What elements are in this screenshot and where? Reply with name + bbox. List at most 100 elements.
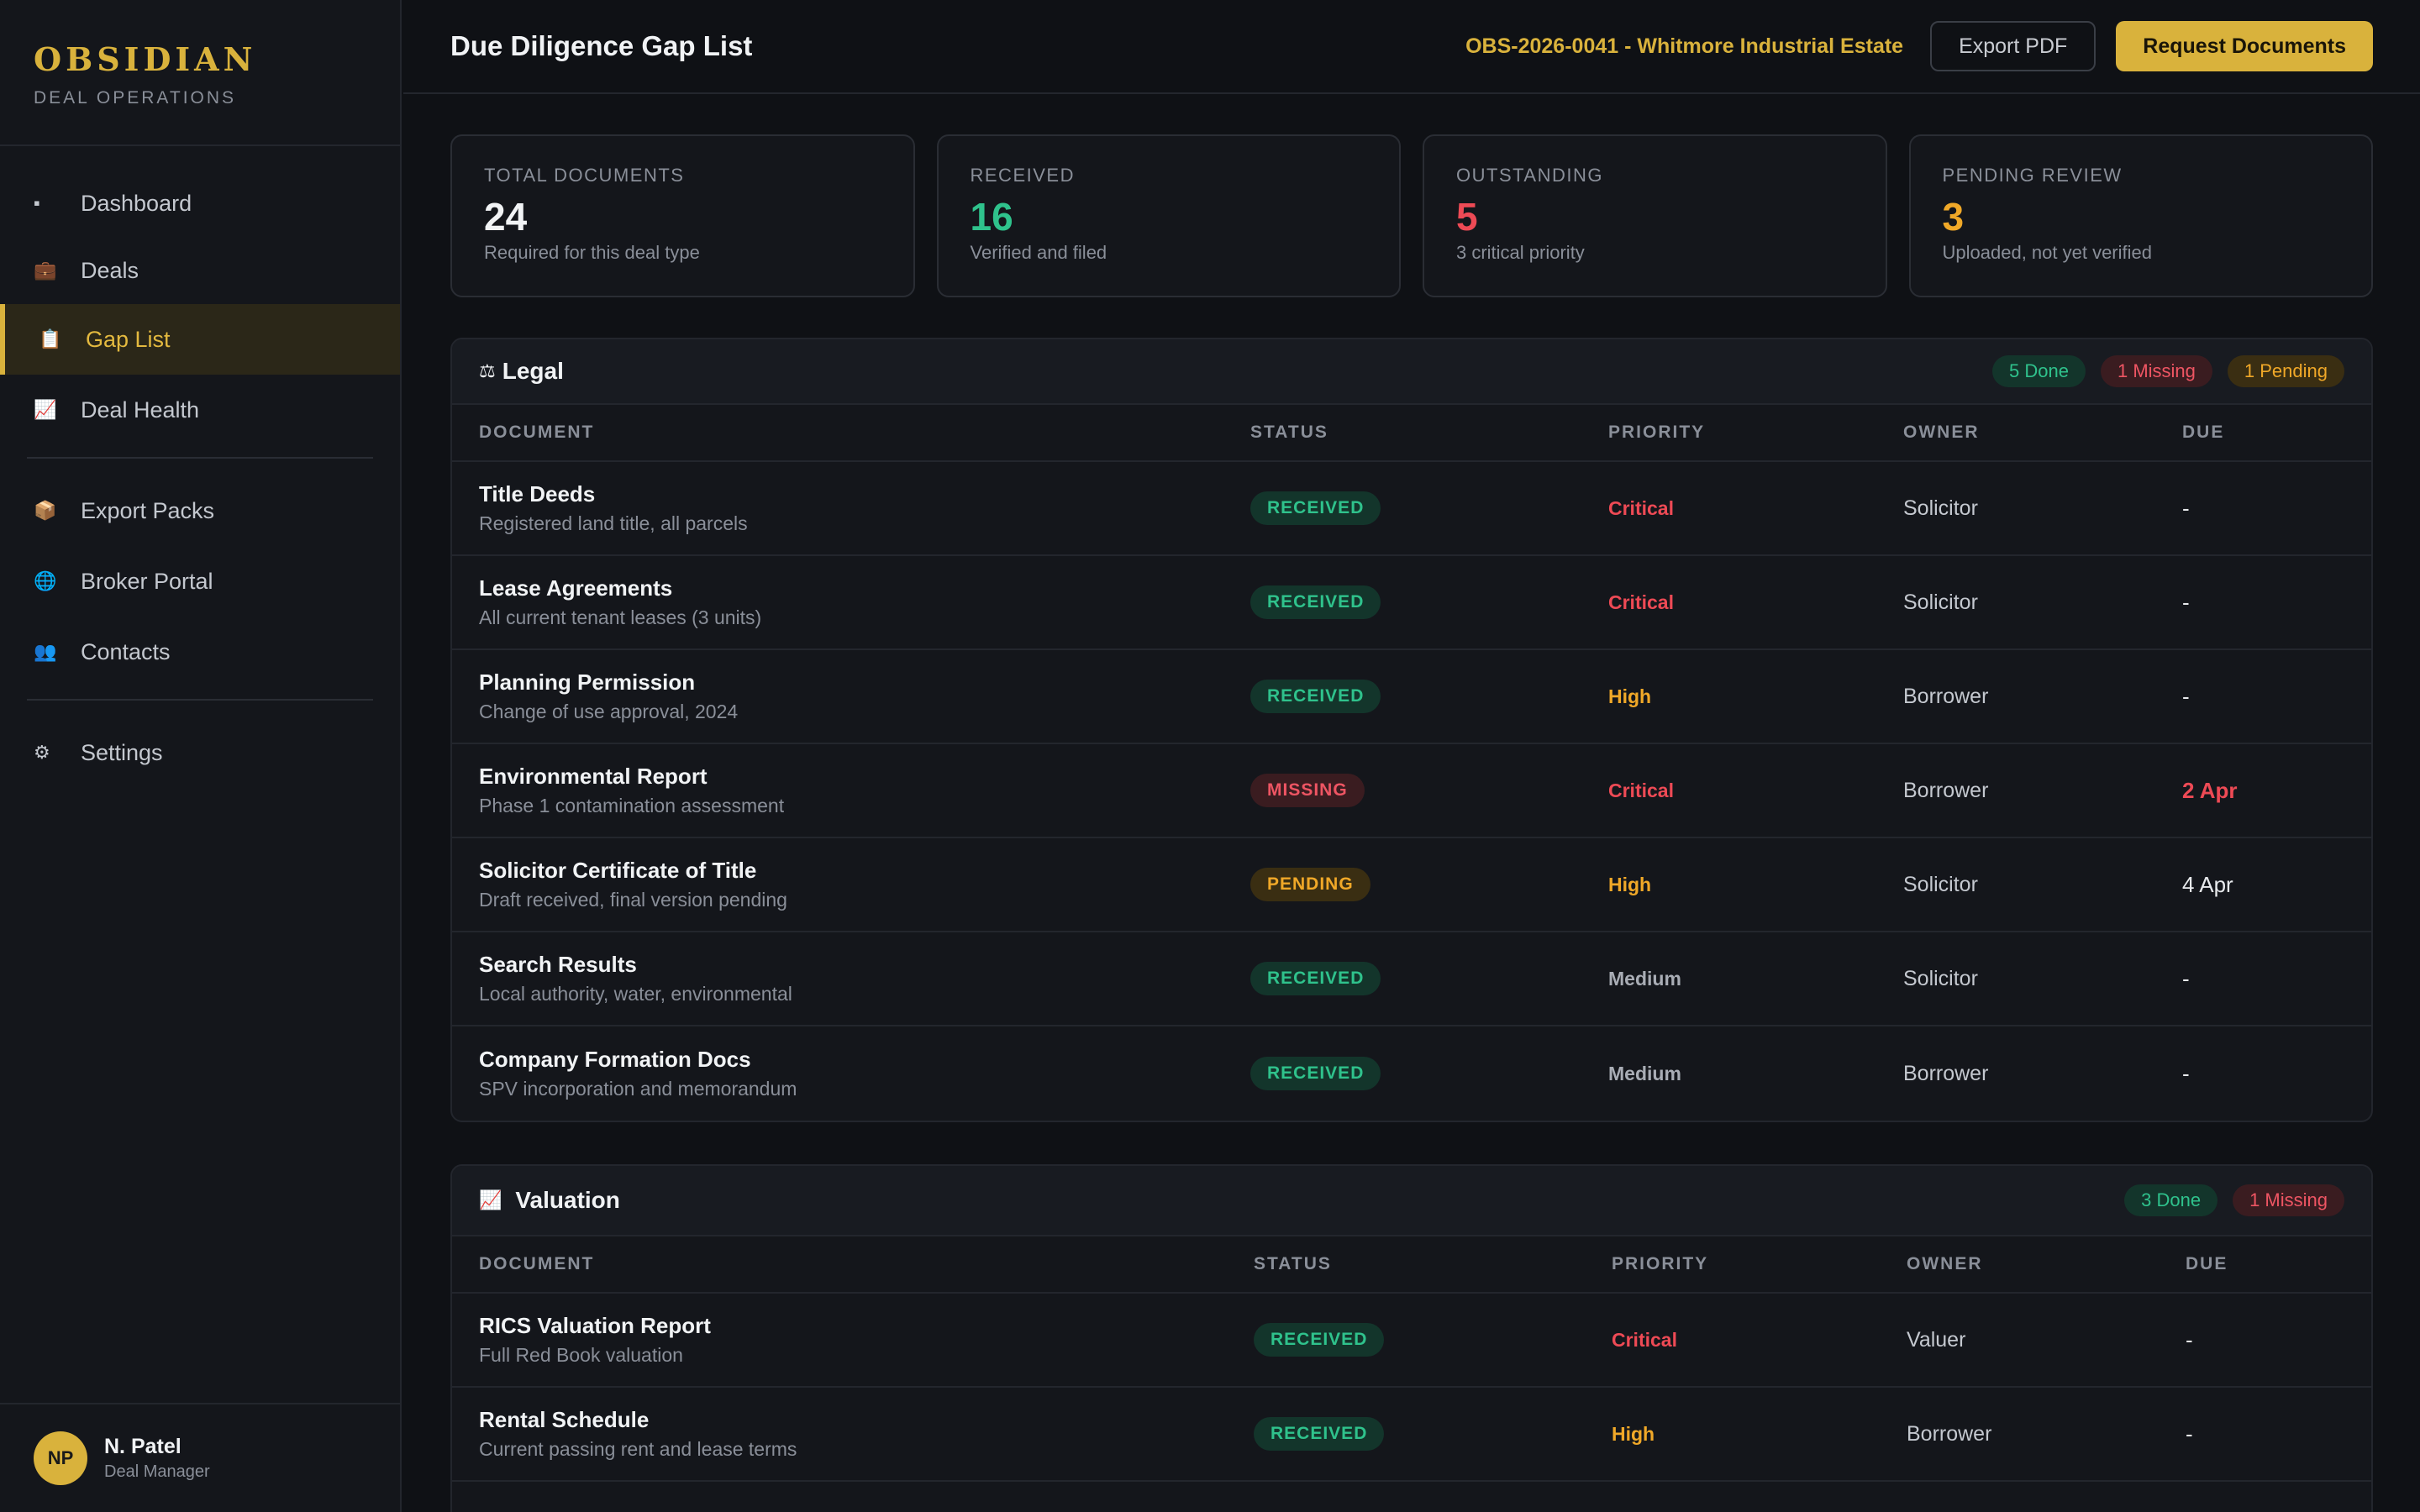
document-name[interactable]: Title Deeds bbox=[479, 481, 596, 507]
due-cell: 2 Apr bbox=[2182, 778, 2371, 804]
gear-icon: ⚙ bbox=[34, 742, 50, 763]
sidebar-item-dashboard[interactable]: ▪ Dashboard bbox=[0, 170, 400, 237]
priority-cell: Critical bbox=[1608, 780, 1903, 802]
document-name[interactable]: Rental Schedule bbox=[479, 1407, 650, 1432]
document-description: All current tenant leases (3 units) bbox=[479, 606, 762, 628]
sidebar-item-label: Export Packs bbox=[81, 497, 215, 523]
column-header-document[interactable]: DOCUMENT bbox=[479, 1254, 595, 1273]
table-row[interactable]: Planning Permission Change of use approv… bbox=[452, 650, 2371, 744]
priority-label: Medium bbox=[1608, 967, 1681, 990]
owner-cell: Borrower bbox=[1903, 685, 2182, 709]
column-header-status[interactable]: STATUS bbox=[1254, 1254, 1332, 1273]
table-body: Title Deeds Registered land title, all p… bbox=[452, 462, 2371, 1121]
table-row[interactable]: Search Results Local authority, water, e… bbox=[452, 932, 2371, 1026]
brand-logo[interactable]: OBSIDIAN bbox=[34, 40, 257, 78]
section-header[interactable]: 📈 Valuation 3 Done 1 Missing bbox=[452, 1166, 2371, 1236]
owner-cell: Borrower bbox=[1903, 1062, 2182, 1086]
status-badge: PENDING bbox=[1250, 868, 1370, 901]
sidebar-item-export-packs[interactable]: 📦 Export Packs bbox=[0, 475, 400, 546]
due-cell: 4 Apr bbox=[2182, 872, 2371, 898]
due-cell: - bbox=[2182, 684, 2371, 710]
column-header-status[interactable]: STATUS bbox=[1250, 423, 1328, 442]
request-documents-button[interactable]: Request Documents bbox=[2116, 21, 2373, 71]
column-header-priority[interactable]: PRIORITY bbox=[1608, 423, 1706, 442]
stat-card-outstanding: OUTSTANDING 5 3 critical priority bbox=[1423, 134, 1887, 297]
table-row[interactable]: Lease Agreements All current tenant leas… bbox=[452, 556, 2371, 650]
document-cell: Rental Schedule Current passing rent and… bbox=[479, 1407, 1254, 1461]
stat-value: 5 bbox=[1456, 195, 1478, 239]
status-badge: RECEIVED bbox=[1250, 680, 1381, 713]
column-header-due[interactable]: DUE bbox=[2182, 423, 2225, 442]
due-cell: - bbox=[2182, 1061, 2371, 1087]
stat-value: 3 bbox=[1942, 195, 1965, 239]
sidebar-item-deal-health[interactable]: 📈 Deal Health bbox=[0, 375, 400, 445]
page-title: Due Diligence Gap List bbox=[450, 30, 753, 61]
deal-reference[interactable]: OBS-2026-0041 - Whitmore Industrial Esta… bbox=[1465, 34, 1904, 58]
document-name[interactable]: Planning Permission bbox=[479, 669, 696, 695]
sidebar-item-label: Settings bbox=[81, 739, 163, 765]
table-row[interactable]: Rental Schedule Current passing rent and… bbox=[452, 1388, 2371, 1482]
sidebar: OBSIDIAN DEAL OPERATIONS ▪ Dashboard 💼 D… bbox=[0, 0, 402, 1512]
sidebar-item-contacts[interactable]: 👥 Contacts bbox=[0, 617, 400, 687]
status-cell: RECEIVED bbox=[1250, 962, 1608, 995]
column-header-document[interactable]: DOCUMENT bbox=[479, 423, 595, 442]
table-row[interactable]: Comparable Evidence bbox=[452, 1482, 2371, 1512]
section-header[interactable]: ⚖ Legal 5 Done 1 Missing 1 Pending bbox=[452, 339, 2371, 405]
column-header-priority[interactable]: PRIORITY bbox=[1612, 1254, 1709, 1273]
column-header-owner[interactable]: OWNER bbox=[1907, 1254, 1983, 1273]
document-description: Draft received, final version pending bbox=[479, 889, 787, 911]
page-header: Due Diligence Gap List OBS-2026-0041 - W… bbox=[403, 0, 2420, 94]
due-date: - bbox=[2186, 1420, 2193, 1446]
user-profile[interactable]: NP N. Patel Deal Manager bbox=[0, 1403, 400, 1512]
brand: OBSIDIAN DEAL OPERATIONS bbox=[0, 0, 400, 146]
missing-badge: 1 Missing bbox=[2233, 1184, 2344, 1216]
header-actions: OBS-2026-0041 - Whitmore Industrial Esta… bbox=[1465, 21, 2373, 71]
section-title: ⚖ Legal bbox=[479, 358, 564, 385]
due-cell: - bbox=[2182, 966, 2371, 992]
export-pdf-button[interactable]: Export PDF bbox=[1930, 21, 2096, 71]
owner-label: Solicitor bbox=[1903, 872, 1978, 896]
stat-subtext: Required for this deal type bbox=[484, 242, 700, 263]
document-name[interactable]: Search Results bbox=[479, 952, 637, 977]
owner-label: Solicitor bbox=[1903, 590, 1978, 614]
document-description: Local authority, water, environmental bbox=[479, 983, 792, 1005]
owner-label: Borrower bbox=[1903, 1061, 1989, 1085]
document-name[interactable]: Lease Agreements bbox=[479, 575, 673, 601]
sidebar-item-settings[interactable]: ⚙ Settings bbox=[0, 717, 400, 788]
chart-icon: 📈 bbox=[479, 1189, 502, 1210]
sidebar-item-broker-portal[interactable]: 🌐 Broker Portal bbox=[0, 546, 400, 617]
table-row[interactable]: Company Formation Docs SPV incorporation… bbox=[452, 1026, 2371, 1121]
document-description: Registered land title, all parcels bbox=[479, 512, 748, 534]
table-row[interactable]: Solicitor Certificate of Title Draft rec… bbox=[452, 838, 2371, 932]
sidebar-item-gap-list[interactable]: 📋 Gap List bbox=[0, 304, 400, 375]
sidebar-item-deals[interactable]: 💼 Deals bbox=[0, 237, 400, 304]
document-name[interactable]: Company Formation Docs bbox=[479, 1047, 751, 1072]
sidebar-item-label: Contacts bbox=[81, 638, 171, 664]
owner-cell: Solicitor bbox=[1903, 967, 2182, 991]
priority-cell: High bbox=[1608, 685, 1903, 708]
document-name[interactable]: Solicitor Certificate of Title bbox=[479, 858, 757, 883]
table-header: DOCUMENT STATUS PRIORITY OWNER DUE bbox=[452, 1236, 2371, 1294]
section-title-text: Legal bbox=[502, 358, 564, 384]
document-name[interactable]: Environmental Report bbox=[479, 764, 708, 789]
owner-label: Borrower bbox=[1903, 684, 1989, 708]
document-description: Change of use approval, 2024 bbox=[479, 701, 739, 722]
table-row[interactable]: RICS Valuation Report Full Red Book valu… bbox=[452, 1294, 2371, 1388]
stat-card-pending-review: PENDING REVIEW 3 Uploaded, not yet verif… bbox=[1908, 134, 2373, 297]
stat-subtext: Uploaded, not yet verified bbox=[1942, 242, 2153, 263]
document-name[interactable]: RICS Valuation Report bbox=[479, 1313, 711, 1338]
priority-label: Critical bbox=[1612, 1328, 1677, 1351]
table-row[interactable]: Environmental Report Phase 1 contaminati… bbox=[452, 744, 2371, 838]
avatar[interactable]: NP bbox=[34, 1431, 87, 1485]
owner-cell: Solicitor bbox=[1903, 591, 2182, 615]
user-info: N. Patel Deal Manager bbox=[104, 1435, 210, 1482]
status-badge: RECEIVED bbox=[1250, 1057, 1381, 1090]
due-date: - bbox=[2186, 1326, 2193, 1352]
user-role: Deal Manager bbox=[104, 1462, 210, 1481]
column-header-due[interactable]: DUE bbox=[2186, 1254, 2228, 1273]
table-row[interactable]: Title Deeds Registered land title, all p… bbox=[452, 462, 2371, 556]
due-date: - bbox=[2182, 589, 2190, 615]
priority-cell: High bbox=[1612, 1423, 1907, 1446]
status-cell: RECEIVED bbox=[1250, 1057, 1608, 1090]
column-header-owner[interactable]: OWNER bbox=[1903, 423, 1980, 442]
